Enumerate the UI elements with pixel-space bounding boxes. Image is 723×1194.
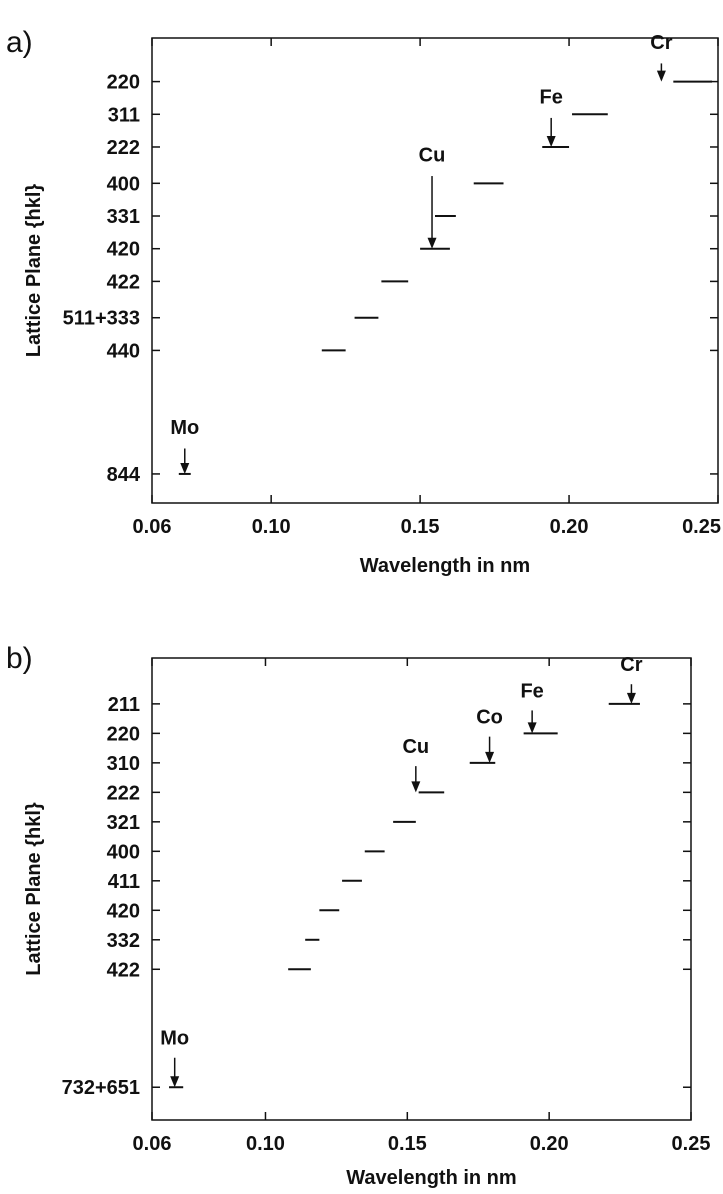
panel-a-y-tick-label: 222 [107,137,140,159]
panel-a-x-axis-title: Wavelength in nm [360,555,530,577]
panel-b-label: b) [6,642,33,675]
panel-a-label: a) [6,26,33,59]
panel-a-label-mo: Mo [170,417,199,439]
panel-b-y-tick-label: 220 [107,723,140,745]
panel-a-x-tick-label: 0.15 [401,516,440,538]
panel-b-y-tick-label: 211 [108,694,140,716]
panel-a-label-fe: Fe [540,86,563,108]
panel-b-label-co: Co [476,707,503,729]
panel-b-label-mo: Mo [160,1028,189,1050]
panel-b-y-axis-title: Lattice Plane {hkl} [23,802,45,976]
panel-b-y-tick-label: 732+651 [62,1077,140,1099]
panel-b-chart: b) 0.06 0.10 0.15 0.20 0.25 211 220 310 222 321 400… [6,642,710,1189]
panel-b-y-tick-label: 332 [107,930,140,952]
panel-a-y-tick-label: 311 [108,104,140,126]
panel-b-arrowhead-cr [626,692,636,704]
panel-a-y-tick-label: 400 [107,173,140,195]
panel-a-y-tick-label: 420 [107,239,140,261]
panel-a-y-axis-title: Lattice Plane {hkl} [23,184,45,358]
panel-a-y-tick-label: 844 [107,464,141,486]
panel-a-y-tick-label: 511+333 [63,308,140,330]
panel-b-y-tick-label: 321 [107,812,140,834]
panel-a-arrowhead-mo [180,462,190,474]
panel-a-y-tick-label: 331 [107,206,140,228]
panel-a-arrowhead-cu [427,237,437,249]
panel-b-arrowhead-fe [527,722,537,734]
panel-a-y-tick-label: 440 [107,340,140,362]
panel-b-y-tick-label: 400 [107,841,140,863]
panel-b-x-tick-label: 0.20 [530,1133,569,1155]
panel-b-x-axis-title: Wavelength in nm [346,1167,516,1189]
panel-b-x-tick-label: 0.25 [672,1133,711,1155]
panel-a-chart: a) 0.06 0.10 0.15 0.20 0.25 220 311 222 400 331 420… [6,26,721,577]
panel-b-x-tick-label: 0.06 [133,1133,172,1155]
panel-b-y-tick-label: 422 [107,959,140,981]
panel-b-y-tick-label: 411 [108,871,140,893]
panel-a-label-cr: Cr [650,32,672,54]
panel-a-x-tick-label: 0.06 [133,516,172,538]
panel-b-x-tick-label: 0.15 [388,1133,427,1155]
panel-b-arrowhead-cu [411,781,421,793]
panel-b-label-cu: Cu [402,736,429,758]
panel-b-label-cr: Cr [620,654,642,676]
panel-b-plot-frame [151,657,692,1121]
panel-a-x-tick-label: 0.25 [682,516,721,538]
panel-b-arrowhead-mo [170,1076,180,1088]
panel-a-label-cu: Cu [419,145,446,167]
panel-a-x-tick-label: 0.20 [550,516,589,538]
panel-b-label-fe: Fe [520,680,543,702]
panel-a-plot-frame [151,37,719,504]
panel-a-y-tick-label: 220 [107,72,140,94]
panel-b-arrowhead-co [485,751,495,763]
panel-b-x-tick-label: 0.10 [246,1133,285,1155]
panel-a-arrowhead-cr [656,70,666,82]
panel-a-arrowhead-fe [546,135,556,147]
panel-a-x-tick-label: 0.10 [252,516,291,538]
panel-b-y-tick-label: 310 [107,753,140,775]
panel-b-y-tick-label: 420 [107,900,140,922]
panel-a-y-tick-label: 422 [107,271,140,293]
panel-b-y-tick-label: 222 [107,782,140,804]
